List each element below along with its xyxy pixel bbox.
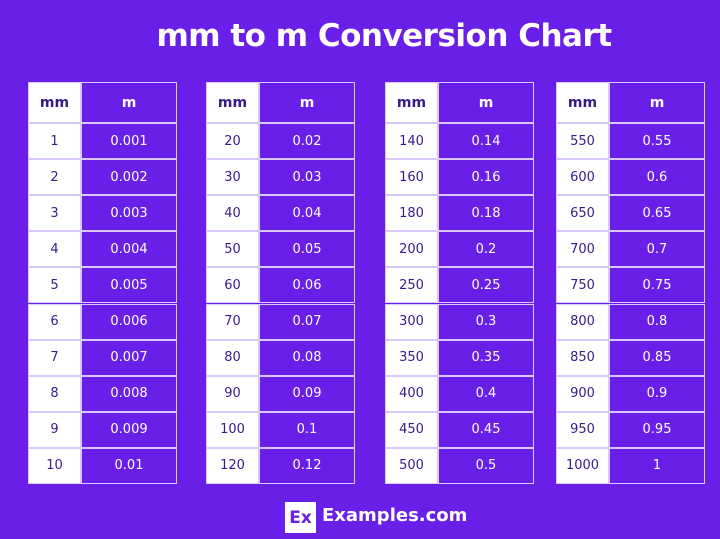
mm-cell: 140: [385, 123, 438, 160]
m-cell: 0.18: [438, 195, 534, 232]
m-cell: 0.05: [259, 231, 355, 268]
mm-cell: 120: [206, 447, 259, 484]
m-cell: 0.7: [609, 231, 705, 268]
mm-cell: 20: [206, 123, 259, 160]
header-cell: m: [438, 82, 534, 123]
header-cell: mm: [556, 82, 609, 123]
m-cell: 0.008: [81, 375, 177, 412]
m-cell: 0.007: [81, 339, 177, 376]
m-cell: 0.25: [438, 267, 534, 304]
mm-cell: 6: [28, 303, 81, 340]
mm-cell: 450: [385, 411, 438, 448]
mm-cell: 550: [556, 123, 609, 160]
mm-cell: 850: [556, 339, 609, 376]
m-cell: 0.45: [438, 411, 534, 448]
mm-cell: 750: [556, 267, 609, 304]
mm-cell: 30: [206, 159, 259, 196]
mm-cell: 3: [28, 195, 81, 232]
m-cell: 0.08: [259, 339, 355, 376]
m-cell: 0.75: [609, 267, 705, 304]
mm-cell: 90: [206, 375, 259, 412]
mm-cell: 9: [28, 411, 81, 448]
m-cell: 1: [609, 447, 705, 484]
mm-cell: 900: [556, 375, 609, 412]
m-cell: 0.006: [81, 303, 177, 340]
m-cell: 0.5: [438, 447, 534, 484]
m-cell: 0.07: [259, 303, 355, 340]
mm-cell: 650: [556, 195, 609, 232]
mm-cell: 40: [206, 195, 259, 232]
header-cell: m: [609, 82, 705, 123]
mm-cell: 2: [28, 159, 81, 196]
mm-cell: 60: [206, 267, 259, 304]
mm-cell: 5: [28, 267, 81, 304]
m-cell: 0.03: [259, 159, 355, 196]
m-cell: 0.004: [81, 231, 177, 268]
m-cell: 0.04: [259, 195, 355, 232]
mm-cell: 800: [556, 303, 609, 340]
m-cell: 0.002: [81, 159, 177, 196]
m-cell: 0.01: [81, 447, 177, 484]
mm-cell: 400: [385, 375, 438, 412]
m-cell: 0.12: [259, 447, 355, 484]
m-cell: 0.09: [259, 375, 355, 412]
mm-cell: 100: [206, 411, 259, 448]
mm-cell: 300: [385, 303, 438, 340]
mm-cell: 8: [28, 375, 81, 412]
title: mm to m Conversion Chart: [156, 18, 612, 54]
m-cell: 0.2: [438, 231, 534, 268]
m-cell: 0.06: [259, 267, 355, 304]
m-cell: 0.6: [609, 159, 705, 196]
mm-cell: 180: [385, 195, 438, 232]
m-cell: 0.55: [609, 123, 705, 160]
header-cell: mm: [28, 82, 81, 123]
m-cell: 0.4: [438, 375, 534, 412]
mm-cell: 10: [28, 447, 81, 484]
mm-cell: 200: [385, 231, 438, 268]
mm-cell: 250: [385, 267, 438, 304]
mm-cell: 600: [556, 159, 609, 196]
mm-cell: 70: [206, 303, 259, 340]
mm-cell: 1: [28, 123, 81, 160]
m-cell: 0.9: [609, 375, 705, 412]
m-cell: 0.16: [438, 159, 534, 196]
m-cell: 0.85: [609, 339, 705, 376]
m-cell: 0.009: [81, 411, 177, 448]
m-cell: 0.35: [438, 339, 534, 376]
mm-cell: 7: [28, 339, 81, 376]
m-cell: 0.8: [609, 303, 705, 340]
m-cell: 0.65: [609, 195, 705, 232]
m-cell: 0.001: [81, 123, 177, 160]
header-cell: m: [81, 82, 177, 123]
m-cell: 0.003: [81, 195, 177, 232]
m-cell: 0.005: [81, 267, 177, 304]
mm-cell: 80: [206, 339, 259, 376]
mm-cell: 160: [385, 159, 438, 196]
mm-cell: 1000: [556, 447, 609, 484]
header-cell: m: [259, 82, 355, 123]
mm-cell: 700: [556, 231, 609, 268]
header-cell: mm: [385, 82, 438, 123]
mm-cell: 50: [206, 231, 259, 268]
m-cell: 0.1: [259, 411, 355, 448]
logo: Ex: [285, 502, 316, 533]
mm-cell: 950: [556, 411, 609, 448]
brand: Examples.com: [322, 505, 468, 526]
m-cell: 0.02: [259, 123, 355, 160]
mm-cell: 350: [385, 339, 438, 376]
mm-cell: 4: [28, 231, 81, 268]
header-cell: mm: [206, 82, 259, 123]
m-cell: 0.3: [438, 303, 534, 340]
m-cell: 0.95: [609, 411, 705, 448]
mm-cell: 500: [385, 447, 438, 484]
m-cell: 0.14: [438, 123, 534, 160]
